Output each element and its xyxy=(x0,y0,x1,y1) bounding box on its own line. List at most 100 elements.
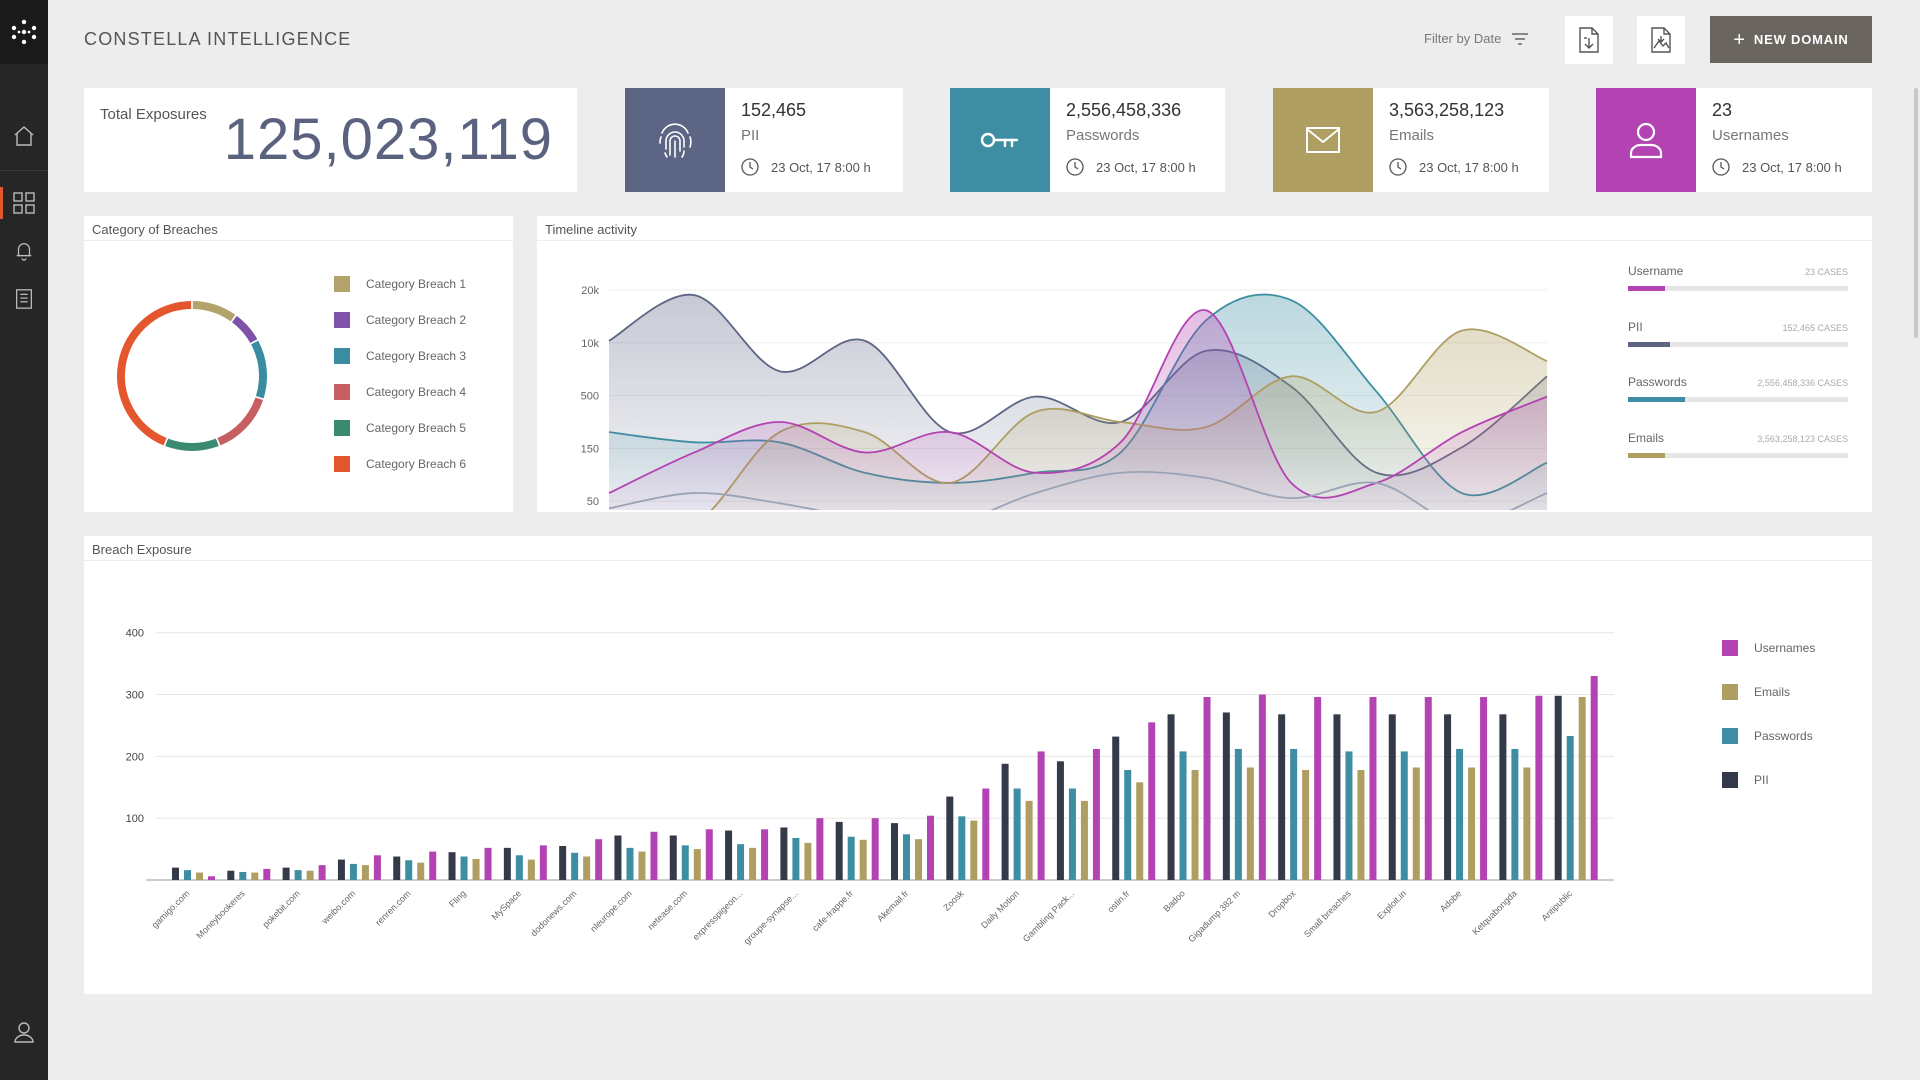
bar-pii[interactable] xyxy=(503,847,511,880)
bar-passwords[interactable] xyxy=(1400,751,1408,880)
bar-pii[interactable] xyxy=(1333,714,1341,880)
bar-usernames[interactable] xyxy=(1258,694,1266,880)
bar-usernames[interactable] xyxy=(484,847,492,880)
bar-pii[interactable] xyxy=(835,821,843,880)
bar-usernames[interactable] xyxy=(982,788,990,880)
bar-pii[interactable] xyxy=(1167,714,1175,880)
bar-usernames[interactable] xyxy=(1369,697,1377,880)
bar-pii[interactable] xyxy=(946,796,954,880)
category-legend-item[interactable]: Category Breach 6 xyxy=(334,456,466,472)
nav-alerts[interactable] xyxy=(0,227,48,275)
donut-slice-6[interactable] xyxy=(117,301,192,446)
bar-emails[interactable] xyxy=(1080,800,1088,880)
bar-passwords[interactable] xyxy=(515,855,523,880)
category-legend-item[interactable]: Category Breach 5 xyxy=(334,420,466,436)
bar-emails[interactable] xyxy=(1523,767,1531,880)
bar-usernames[interactable] xyxy=(208,876,215,880)
bar-passwords[interactable] xyxy=(1511,748,1519,880)
bar-emails[interactable] xyxy=(417,862,425,880)
bar-usernames[interactable] xyxy=(927,815,934,880)
export-down-button[interactable] xyxy=(1565,16,1613,64)
bar-pii[interactable] xyxy=(559,846,567,880)
bar-pii[interactable] xyxy=(1222,712,1230,880)
category-legend-item[interactable]: Category Breach 2 xyxy=(334,312,466,328)
bar-pii[interactable] xyxy=(669,835,677,880)
bar-usernames[interactable] xyxy=(373,855,381,880)
bar-usernames[interactable] xyxy=(1535,695,1543,880)
stat-card-pii[interactable]: 152,465 PII 23 Oct, 17 8:00 h xyxy=(625,88,903,192)
bar-emails[interactable] xyxy=(361,865,369,880)
donut-slice-1[interactable] xyxy=(192,301,236,322)
bar-emails[interactable] xyxy=(638,851,646,880)
bar-emails[interactable] xyxy=(1468,767,1476,880)
bar-emails[interactable] xyxy=(1025,800,1033,880)
bar-pii[interactable] xyxy=(1278,714,1286,880)
bar-usernames[interactable] xyxy=(1203,697,1211,880)
bar-usernames[interactable] xyxy=(318,865,326,880)
bar-passwords[interactable] xyxy=(681,845,689,880)
stat-card-emails[interactable]: 3,563,258,123 Emails 23 Oct, 17 8:00 h xyxy=(1273,88,1549,192)
bar-legend-item[interactable]: Passwords xyxy=(1722,728,1813,744)
bar-usernames[interactable] xyxy=(1590,676,1598,880)
category-legend-item[interactable]: Category Breach 3 xyxy=(334,348,466,364)
bar-legend-item[interactable]: PII xyxy=(1722,772,1769,788)
bar-pii[interactable] xyxy=(172,867,179,880)
bar-passwords[interactable] xyxy=(571,852,579,880)
bar-passwords[interactable] xyxy=(184,870,191,880)
bar-emails[interactable] xyxy=(915,839,922,880)
bar-emails[interactable] xyxy=(859,839,867,880)
bar-passwords[interactable] xyxy=(1345,751,1353,880)
bar-passwords[interactable] xyxy=(1566,735,1574,880)
bar-emails[interactable] xyxy=(1578,697,1586,880)
bar-pii[interactable] xyxy=(725,830,733,880)
bar-pii[interactable] xyxy=(1499,714,1507,880)
timeline-series-line[interactable] xyxy=(608,471,1548,510)
bar-pii[interactable] xyxy=(393,856,401,880)
bar-emails[interactable] xyxy=(1412,767,1420,880)
new-domain-button[interactable]: + NEW DOMAIN xyxy=(1710,16,1872,63)
bar-emails[interactable] xyxy=(472,858,480,880)
bar-pii[interactable] xyxy=(614,835,622,880)
constella-logo-icon[interactable] xyxy=(0,0,48,64)
bar-emails[interactable] xyxy=(1136,782,1144,880)
bar-passwords[interactable] xyxy=(626,847,634,880)
bar-pii[interactable] xyxy=(337,859,345,880)
bar-emails[interactable] xyxy=(1246,767,1254,880)
bar-pii[interactable] xyxy=(1388,714,1396,880)
export-image-button[interactable] xyxy=(1637,16,1685,64)
bar-pii[interactable] xyxy=(1554,695,1562,880)
nav-profile[interactable] xyxy=(0,1008,48,1056)
bar-usernames[interactable] xyxy=(1148,722,1156,880)
bar-passwords[interactable] xyxy=(1068,788,1076,880)
bar-emails[interactable] xyxy=(749,847,757,880)
bar-pii[interactable] xyxy=(1112,736,1120,880)
bar-usernames[interactable] xyxy=(1480,697,1488,880)
bar-emails[interactable] xyxy=(583,856,591,880)
bar-emails[interactable] xyxy=(1191,769,1199,880)
bar-usernames[interactable] xyxy=(761,829,769,880)
bar-emails[interactable] xyxy=(1302,769,1310,880)
bar-passwords[interactable] xyxy=(737,844,745,880)
bar-usernames[interactable] xyxy=(429,851,437,880)
bar-passwords[interactable] xyxy=(349,863,357,880)
bar-emails[interactable] xyxy=(693,849,701,880)
bar-passwords[interactable] xyxy=(239,871,247,880)
bar-passwords[interactable] xyxy=(460,856,468,880)
bar-usernames[interactable] xyxy=(1037,751,1045,880)
stat-card-usernames[interactable]: 23 Usernames 23 Oct, 17 8:00 h xyxy=(1596,88,1872,192)
bar-passwords[interactable] xyxy=(792,837,800,880)
bar-usernames[interactable] xyxy=(263,868,271,880)
bar-emails[interactable] xyxy=(251,872,259,880)
bar-pii[interactable] xyxy=(227,870,235,880)
bar-usernames[interactable] xyxy=(816,818,824,880)
bar-passwords[interactable] xyxy=(958,816,966,880)
bar-passwords[interactable] xyxy=(847,836,855,880)
bar-passwords[interactable] xyxy=(1234,748,1242,880)
bar-passwords[interactable] xyxy=(1290,748,1298,880)
stat-card-passwords[interactable]: 2,556,458,336 Passwords 23 Oct, 17 8:00 … xyxy=(950,88,1225,192)
bar-passwords[interactable] xyxy=(1124,769,1132,880)
bar-passwords[interactable] xyxy=(1013,788,1021,880)
bar-emails[interactable] xyxy=(196,872,203,880)
bar-passwords[interactable] xyxy=(1179,751,1187,880)
bar-pii[interactable] xyxy=(891,823,898,880)
